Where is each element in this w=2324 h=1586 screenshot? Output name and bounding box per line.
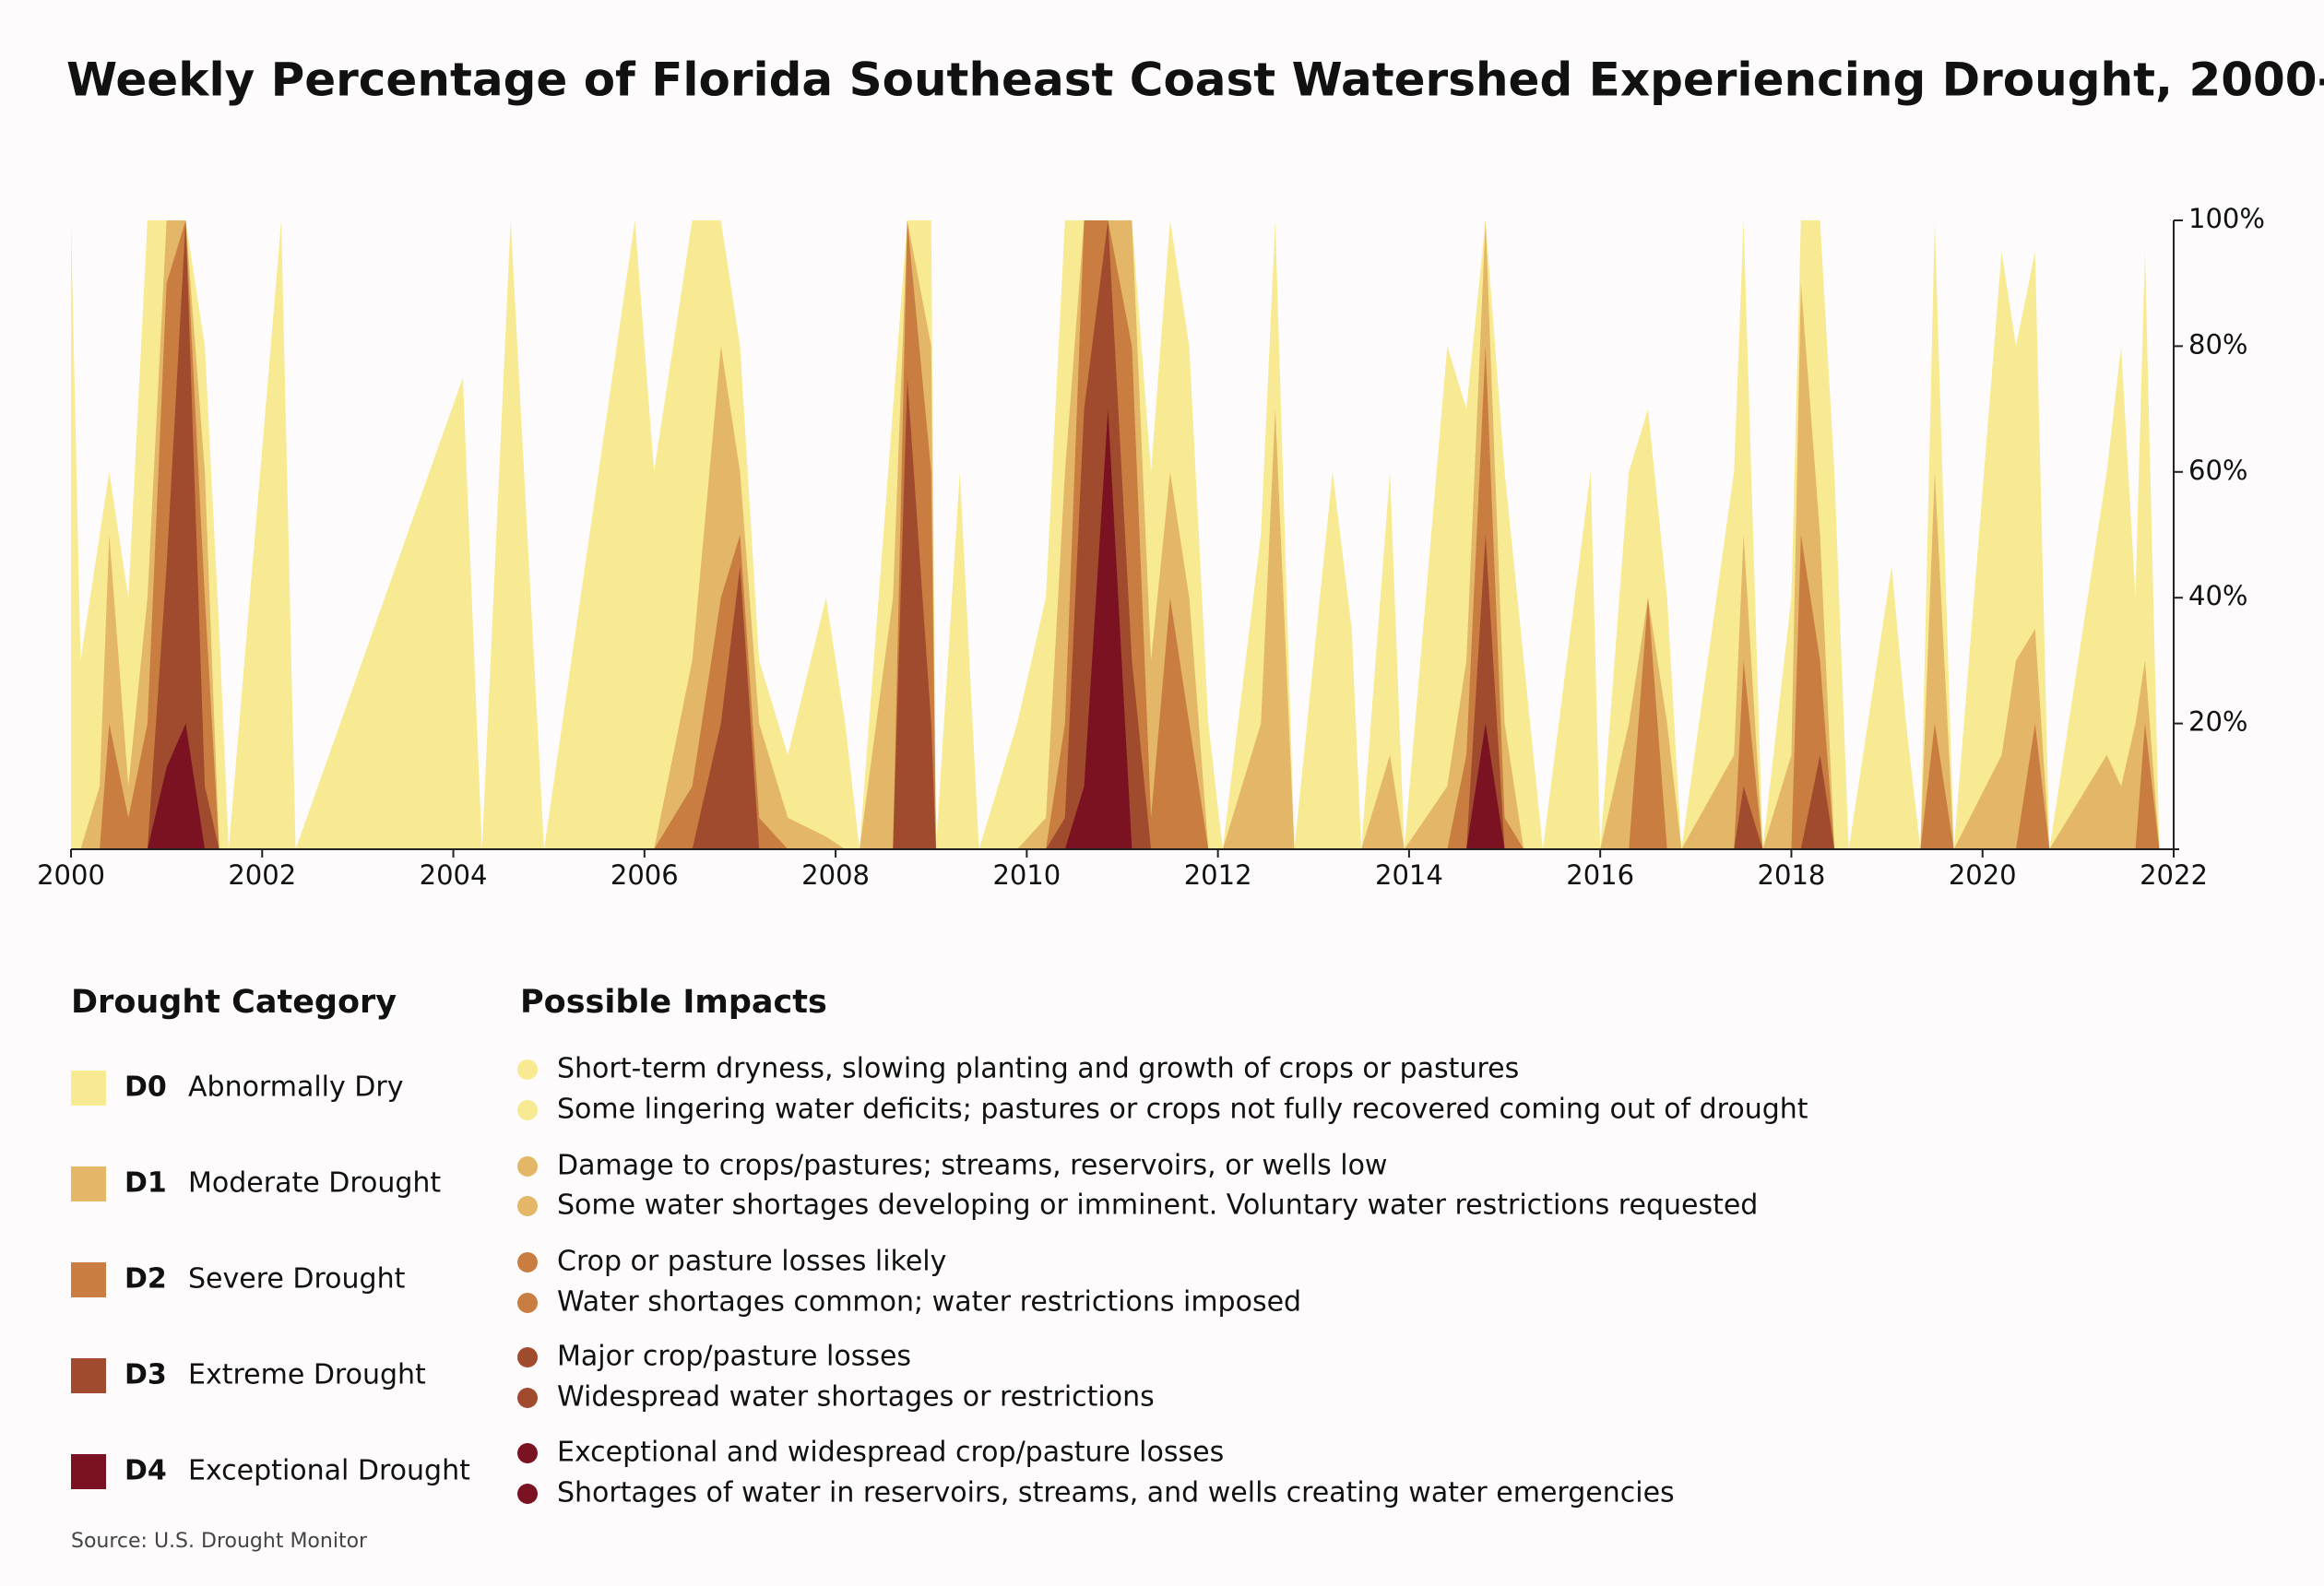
legend-title: Drought Category <box>71 984 397 1021</box>
x-tick-label: 2000 <box>37 859 105 891</box>
impact-text: Exceptional and widespread crop/pasture … <box>557 1437 1224 1469</box>
x-tick-label: 2002 <box>228 859 296 891</box>
source: Source: U.S. Drought Monitor <box>71 1530 368 1553</box>
impact-text: Water shortages common; water restrictio… <box>557 1286 1301 1319</box>
impact-bullet <box>517 1293 538 1313</box>
legend-code: D1 <box>125 1167 167 1200</box>
chart-title: Weekly Percentage of Florida Southeast C… <box>66 53 2324 107</box>
impact-text: Some water shortages developing or immin… <box>557 1190 1758 1222</box>
impact-bullet <box>517 1388 538 1408</box>
x-tick-label: 2010 <box>992 859 1061 891</box>
impact-text: Some lingering water deficits; pastures … <box>557 1094 1808 1126</box>
x-tick-label: 2018 <box>1758 859 1826 891</box>
impact-text: Crop or pasture losses likely <box>557 1246 946 1278</box>
legend-swatch <box>71 1166 106 1201</box>
legend-code: D0 <box>125 1071 167 1104</box>
legend-label: Abnormally Dry <box>188 1071 404 1104</box>
impact-bullet <box>517 1347 538 1367</box>
legend-swatch <box>71 1262 106 1297</box>
y-tick-label: 20% <box>2188 706 2247 738</box>
legend-label: Exceptional Drought <box>188 1455 470 1487</box>
x-tick-label: 2022 <box>2140 859 2208 891</box>
legend-code: D3 <box>125 1359 167 1391</box>
impact-text: Short-term dryness, slowing planting and… <box>557 1053 1519 1085</box>
impact-bullet <box>517 1252 538 1272</box>
impact-bullet <box>517 1484 538 1504</box>
y-tick-label: 40% <box>2188 580 2247 611</box>
legend-code: D2 <box>125 1263 167 1296</box>
x-tick-label: 2014 <box>1375 859 1443 891</box>
impacts-title: Possible Impacts <box>520 984 827 1021</box>
impact-text: Shortages of water in reservoirs, stream… <box>557 1477 1675 1509</box>
impact-bullet <box>517 1156 538 1177</box>
legend-code: D4 <box>125 1455 167 1487</box>
impact-text: Major crop/pasture losses <box>557 1341 911 1373</box>
impact-bullet <box>517 1100 538 1120</box>
drought-area <box>71 408 2160 849</box>
legend-label: Severe Drought <box>188 1263 406 1296</box>
x-tick-label: 2012 <box>1184 859 1252 891</box>
y-tick-label: 60% <box>2188 455 2247 486</box>
x-tick-label: 2008 <box>801 859 870 891</box>
impact-text: Damage to crops/pastures; streams, reser… <box>557 1150 1387 1182</box>
legend-swatch <box>71 1071 106 1106</box>
y-tick-label: 100% <box>2188 203 2265 234</box>
x-tick-label: 2020 <box>1949 859 2017 891</box>
legend-label: Moderate Drought <box>188 1167 441 1200</box>
x-tick-label: 2006 <box>611 859 679 891</box>
y-tick-label: 80% <box>2188 328 2247 360</box>
impact-bullet <box>517 1196 538 1216</box>
x-tick-label: 2004 <box>420 859 488 891</box>
impact-text: Widespread water shortages or restrictio… <box>557 1381 1155 1414</box>
impact-bullet <box>517 1059 538 1080</box>
drought-area <box>71 220 2160 849</box>
legend-swatch <box>71 1358 106 1393</box>
legend-label: Extreme Drought <box>188 1359 426 1391</box>
impact-bullet <box>517 1443 538 1463</box>
x-tick-label: 2016 <box>1566 859 1634 891</box>
legend-swatch <box>71 1454 106 1489</box>
